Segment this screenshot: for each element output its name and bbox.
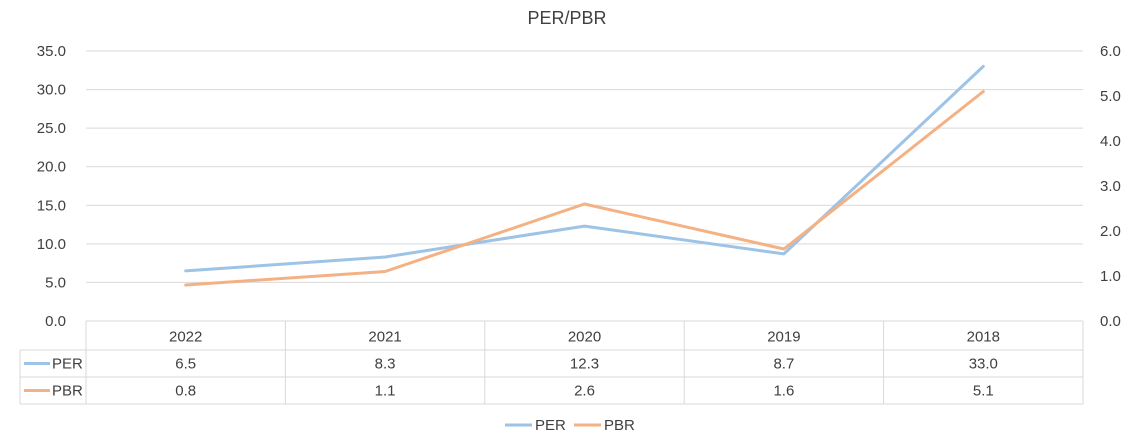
y-right-tick-label: 5.0: [1100, 88, 1121, 105]
y-left-tick-label: 30.0: [37, 82, 66, 99]
y-left-tick-label: 20.0: [37, 159, 66, 176]
plot-lines: [184, 64, 985, 287]
x-category-label: 2019: [767, 329, 800, 346]
y-left-tick-label: 25.0: [37, 120, 66, 137]
y-left-tick-label: 35.0: [37, 43, 66, 60]
table-cell-value: 1.6: [773, 383, 794, 400]
y-right-tick-label: 2.0: [1100, 223, 1121, 240]
table-cell-value: 1.1: [375, 383, 396, 400]
x-category-label: 2018: [967, 329, 1000, 346]
series-line-per: [184, 64, 985, 273]
table-cell-value: 2.6: [574, 383, 595, 400]
legend: PER PBR: [505, 417, 635, 434]
table-row-label: PER: [52, 356, 83, 373]
gridlines: [86, 50, 1083, 283]
legend-label: PBR: [604, 417, 635, 434]
y-right-tick-label: 1.0: [1100, 268, 1121, 285]
y-right-tick-label: 3.0: [1100, 178, 1121, 195]
chart-title: PER/PBR: [527, 8, 606, 28]
series-line-pbr: [184, 90, 985, 287]
y-left-tick-label: 0.0: [45, 313, 66, 330]
table-cell-value: 0.8: [175, 383, 196, 400]
y-left-tick-label: 5.0: [45, 274, 66, 291]
table-row-label: PBR: [52, 383, 83, 400]
data-table: 2022 2021 2020 2019 2018 PER 6.5 8.3 12.3 8.7 33.0…: [19, 320, 1084, 405]
table-cell-value: 5.1: [973, 383, 994, 400]
y-right-tick-label: 4.0: [1100, 133, 1121, 150]
table-cell-value: 8.3: [375, 356, 396, 373]
table-cell-value: 8.7: [773, 356, 794, 373]
x-category-label: 2021: [368, 329, 401, 346]
legend-label: PER: [535, 417, 566, 434]
y-axis-right: 0.0 1.0 2.0 3.0 4.0 5.0 6.0: [1100, 43, 1121, 330]
y-left-tick-label: 15.0: [37, 197, 66, 214]
y-axis-left: 0.0 5.0 10.0 15.0 20.0 25.0 30.0 35.0: [37, 43, 66, 330]
y-right-tick-label: 6.0: [1100, 43, 1121, 60]
table-cell-value: 33.0: [969, 356, 998, 373]
table-cell-value: 6.5: [175, 356, 196, 373]
y-right-tick-label: 0.0: [1100, 313, 1121, 330]
table-cell-value: 12.3: [570, 356, 599, 373]
x-category-label: 2022: [169, 329, 202, 346]
y-left-tick-label: 10.0: [37, 236, 66, 253]
x-category-label: 2020: [568, 329, 601, 346]
